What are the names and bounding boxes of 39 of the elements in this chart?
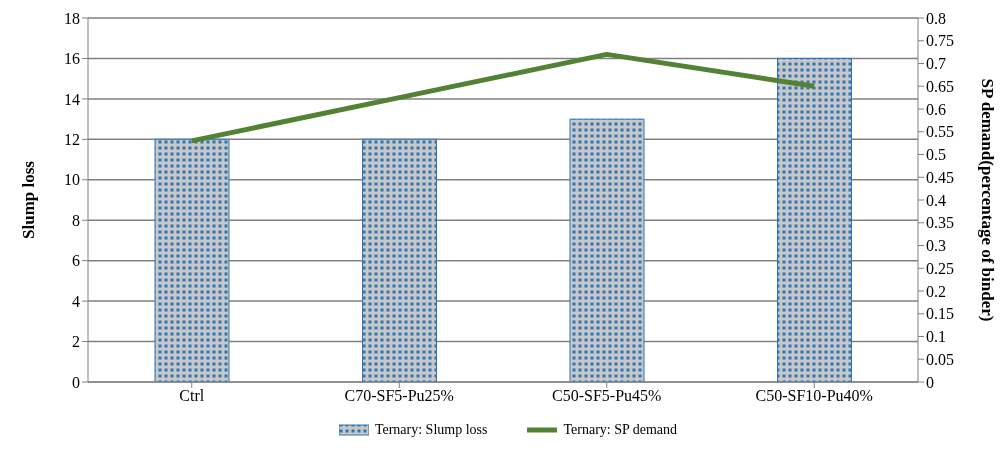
y-axis-title: Slump loss <box>19 160 39 239</box>
legend-label: Ternary: SP demand <box>563 422 678 438</box>
y-tick-label: 8 <box>72 211 80 229</box>
y-tick-label: 14 <box>64 90 80 108</box>
x-tick-label: C50-SF5-Pu45% <box>552 387 662 405</box>
y2-tick-label: 0.05 <box>926 350 954 368</box>
y2-tick-label: 0.1 <box>926 328 946 346</box>
y-tick-label: 18 <box>64 9 80 27</box>
y2-tick-label: 0.5 <box>926 146 946 164</box>
y2-tick-label: 0.3 <box>926 237 946 255</box>
y2-tick-label: 0.45 <box>926 168 954 186</box>
y2-tick-label: 0.8 <box>926 9 946 27</box>
y2-tick-label: 0.35 <box>926 214 954 232</box>
y-tick-label: 4 <box>72 292 80 310</box>
y-tick-label: 6 <box>72 252 80 270</box>
y-tick-label: 10 <box>64 171 80 189</box>
y-tick-label: 0 <box>72 373 80 391</box>
y2-tick-label: 0 <box>926 373 934 391</box>
y2-tick-label: 0.25 <box>926 259 954 277</box>
y2-tick-label: 0.15 <box>926 305 954 323</box>
y2-tick-label: 0.7 <box>926 55 946 73</box>
bar <box>154 138 230 382</box>
y2-tick-label: 0.6 <box>926 100 946 118</box>
y2-axis-title: SP demand(percentage of binder) <box>977 78 997 322</box>
bar <box>777 57 852 382</box>
y-tick-label: 2 <box>72 333 80 351</box>
y2-tick-label: 0.55 <box>926 123 954 141</box>
y-tick-label: 12 <box>64 131 80 149</box>
y2-tick-label: 0.4 <box>926 191 946 209</box>
y-tick-label: 16 <box>64 50 80 68</box>
x-tick-label: C70-SF5-Pu25% <box>344 387 454 405</box>
y2-tick-label: 0.65 <box>926 77 954 95</box>
x-tick-label: Ctrl <box>179 387 205 405</box>
legend-label: Ternary: Slump loss <box>374 422 488 438</box>
bar <box>569 118 645 382</box>
x-tick-label: C50-SF10-Pu40% <box>755 387 873 405</box>
y2-tick-label: 0.2 <box>926 282 946 300</box>
bar <box>362 138 437 382</box>
y2-tick-label: 0.75 <box>926 32 954 50</box>
